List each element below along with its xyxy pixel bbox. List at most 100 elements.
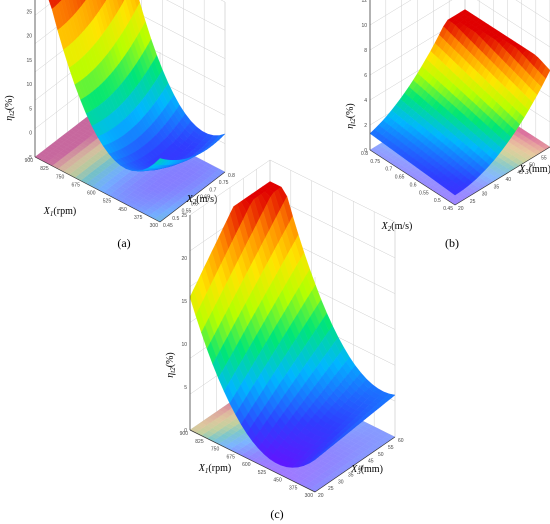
z-tick-label: 10 — [181, 342, 187, 348]
y-axis-line — [454, 146, 550, 206]
x-axis-line — [189, 429, 316, 493]
z-tick-label: 20 — [26, 34, 32, 40]
z-tick-label: 5 — [29, 106, 32, 112]
z-tick-label: 0 — [29, 131, 32, 137]
y-axis-line — [314, 436, 396, 493]
y-tick-label: 0.45 — [163, 223, 173, 229]
y-tick-label: 0.5 — [172, 216, 179, 222]
surface-cell — [450, 189, 460, 196]
y-tick-label: 40 — [506, 177, 512, 183]
x-axis-line — [369, 149, 456, 206]
surface-cell — [153, 158, 164, 165]
x-tick-label: 0.8 — [361, 151, 368, 157]
y-axis-label: X3(mm) — [518, 164, 550, 176]
z-tick-label: 0 — [364, 148, 367, 154]
panel-b-surface — [369, 9, 550, 196]
x-tick-label: 825 — [40, 166, 49, 172]
z-tick-label: 2 — [364, 123, 367, 129]
z-tick-label: 25 — [26, 9, 32, 15]
y-tick-label: 0.7 — [209, 187, 216, 193]
x-tick-label: 750 — [56, 174, 65, 180]
y-tick-label: 40 — [358, 466, 364, 472]
x-tick-label: 675 — [72, 182, 81, 188]
y-tick-label: 0.65 — [200, 194, 210, 200]
z-tick-label: 8 — [364, 48, 367, 54]
z-tick-label: 10 — [26, 82, 32, 88]
y-tick-label: 35 — [348, 472, 354, 478]
x-tick-label: 450 — [118, 207, 127, 213]
z-tick-label: 25 — [181, 213, 187, 219]
x-tick-label: 600 — [242, 462, 251, 468]
z-tick-label: 10 — [361, 23, 367, 29]
x-tick-label: 0.7 — [385, 167, 392, 173]
x-tick-label: 300 — [305, 493, 314, 499]
x-tick-label: 600 — [87, 191, 96, 197]
panel-b-axes: 0 2 4 6 8 10 12 0.450.5 0.550.6 0.650.7 0.750.8 20 2… — [345, 0, 550, 233]
y-tick-label: 25 — [470, 199, 476, 205]
y-tick-label: 50 — [529, 163, 535, 169]
x-tick-label: 450 — [273, 478, 282, 484]
x-tick-label: 675 — [227, 454, 236, 460]
panel-a-chart: -505101520253030037545052560067575082590… — [4, 0, 235, 250]
x-tick-label: 300 — [150, 223, 159, 229]
y-tick-label: 60 — [398, 438, 404, 444]
panel-c-chart: 0 5 10 15 20 25 300 375 450 525 600 675 750 825 900 20 2… — [165, 159, 404, 521]
panel-c-caption: (c) — [270, 507, 283, 521]
z-axis-label: ηt2(%) — [345, 103, 357, 128]
z-tick-label: 6 — [364, 73, 367, 79]
y-tick-label: 35 — [494, 184, 500, 190]
panel-c-surface — [189, 181, 396, 468]
x-tick-label: 525 — [258, 470, 267, 476]
z-tick-label: 4 — [364, 98, 367, 104]
panel-a-surface — [48, 0, 226, 172]
x-tick-label: 0.75 — [370, 159, 380, 165]
panel-b-chart: 0 2 4 6 8 10 12 0.450.5 0.550.6 0.650.7 0.750.8 20 2… — [345, 0, 550, 250]
y-axis-label: X2(m/s) — [186, 194, 218, 206]
y-tick-label: 25 — [328, 486, 334, 492]
x-tick-label: 900 — [180, 431, 189, 437]
y-tick-label: 45 — [368, 459, 374, 465]
x-tick-label: 900 — [25, 158, 34, 164]
x-tick-label: 0.65 — [395, 175, 405, 181]
x-tick-label: 375 — [289, 485, 298, 491]
x-axis-label: X2(m/s) — [381, 221, 413, 233]
x-tick-label: 0.45 — [443, 206, 453, 212]
y-tick-label: 30 — [338, 479, 344, 485]
z-axis-label: ηt2(%) — [165, 352, 177, 377]
x-axis-label: X1(rpm) — [43, 206, 76, 218]
x-tick-label: 750 — [211, 447, 220, 453]
y-tick-label: 0.6 — [191, 202, 198, 208]
x-tick-label: 375 — [134, 215, 143, 221]
wall-gridline-h — [189, 159, 396, 223]
x-axis-label: X1(rpm) — [198, 463, 231, 475]
y-tick-label: 55 — [541, 155, 547, 161]
x-axis-line — [34, 156, 161, 223]
z-tick-label: 15 — [181, 299, 187, 305]
panel-a-caption: (a) — [117, 236, 130, 250]
y-tick-label: 55 — [388, 445, 394, 451]
z-axis-label: ηt2(%) — [4, 95, 16, 120]
y-tick-label: 20 — [458, 206, 464, 212]
x-tick-label: 525 — [103, 199, 112, 205]
x-tick-label: 0.5 — [434, 198, 441, 204]
y-tick-label: 0.75 — [219, 180, 229, 186]
y-tick-label: 30 — [482, 192, 488, 198]
z-tick-label: 20 — [181, 256, 187, 262]
y-axis-line — [159, 171, 226, 223]
z-tick-label: 15 — [26, 58, 32, 64]
y-tick-label: 0.55 — [182, 209, 192, 215]
z-tick-label: -5 — [28, 155, 33, 161]
y-tick-label: 0.8 — [228, 173, 235, 179]
panel-c-axes: 0 5 10 15 20 25 300 375 450 525 600 675 750 825 900 20 2… — [165, 213, 404, 499]
y-tick-label: 20 — [318, 493, 324, 499]
x-tick-label: 0.55 — [419, 190, 429, 196]
y-tick-label: 45 — [517, 170, 523, 176]
panel-a-axes: -505101520253030037545052560067575082590… — [4, 0, 235, 229]
x-tick-label: 0.6 — [410, 182, 417, 188]
panel-b-caption: (b) — [445, 236, 459, 250]
z-tick-label: 12 — [361, 0, 367, 4]
surface-cell — [309, 456, 319, 464]
z-tick-label: 0 — [184, 428, 187, 434]
y-tick-label: 50 — [378, 452, 384, 458]
